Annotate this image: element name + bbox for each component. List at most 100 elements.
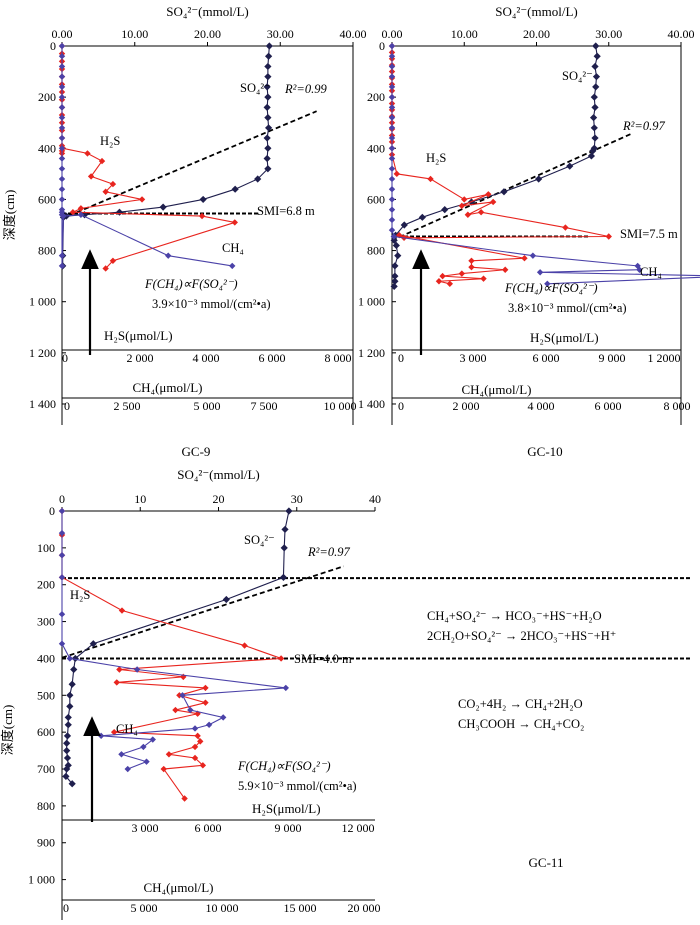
data-point [63, 754, 72, 762]
data-point [102, 188, 109, 195]
data-point [501, 266, 509, 273]
data-point [592, 73, 601, 81]
data-point [63, 765, 71, 773]
data-point [138, 196, 146, 203]
data-point [435, 278, 443, 285]
data-point [388, 185, 396, 193]
depth-tick-label: 900 [37, 836, 55, 850]
data-point [388, 175, 396, 183]
depth-tick-label: 800 [37, 799, 55, 813]
data-point [388, 42, 396, 50]
data-point [63, 739, 71, 747]
data-point [264, 73, 272, 81]
depth-axis-title: 深度(cm) [0, 705, 15, 756]
data-point [64, 761, 72, 769]
data-point [124, 765, 131, 773]
series-line [65, 510, 290, 785]
data-point [280, 544, 288, 552]
series-line [62, 45, 270, 266]
data-point [390, 233, 398, 240]
data-point [159, 203, 167, 211]
data-point [591, 62, 599, 71]
data-point [388, 134, 396, 142]
data-point [388, 93, 396, 101]
depth-tick-label: 0 [49, 504, 55, 518]
depth-tick-label: 1 000 [28, 873, 55, 887]
h2s-series-label: H₂S [426, 151, 446, 165]
data-point [58, 155, 66, 162]
data-point [587, 152, 596, 160]
data-point [441, 206, 449, 214]
data-point [536, 269, 544, 276]
so4-tick-label: 0 [59, 492, 65, 506]
data-point [60, 212, 67, 220]
depth-tick-label: 600 [367, 192, 385, 206]
so4-axis-title: SO₄²⁻(mmol/L) [177, 467, 259, 482]
so4-axis-title: SO₄²⁻(mmol/L) [166, 4, 248, 19]
so4-tick-label: 40.00 [340, 27, 367, 41]
data-point [593, 52, 601, 60]
depth-tick-label: 600 [37, 725, 55, 739]
so4-tick-label: 10 [134, 492, 146, 506]
panel-title: GC-10 [527, 444, 562, 459]
so4-tick-label: 30 [291, 492, 303, 506]
data-point [113, 679, 120, 686]
depth-tick-label: 300 [37, 615, 55, 629]
so4-series-label: SO₄²⁻ [562, 69, 593, 83]
data-point [187, 706, 194, 714]
so4-tick-label: 0.00 [382, 27, 403, 41]
data-point [69, 209, 77, 216]
so4-tick-label: 30.00 [595, 27, 622, 41]
series-line [61, 511, 282, 799]
data-point [393, 170, 401, 178]
ch4-axis-title: CH₄(μmol/L) [133, 380, 203, 395]
data-point [58, 196, 66, 203]
data-point [427, 175, 434, 183]
data-point [58, 165, 66, 172]
reaction-sulfate-aom: CH₄+SO₄²⁻ → HCO₃⁻+HS⁻+H₂O [427, 609, 602, 623]
series-so4 [62, 507, 293, 788]
data-point [143, 758, 150, 765]
data-point [388, 83, 396, 91]
data-point [181, 795, 188, 802]
ch4-tick-label: 4 000 [528, 399, 555, 413]
series-ch4 [58, 507, 289, 773]
data-point [98, 157, 106, 165]
h2s-series-label: H₂S [100, 134, 120, 148]
series-h2s [58, 42, 238, 272]
h2s-tick-label: 9 000 [275, 821, 302, 835]
data-point [63, 732, 72, 740]
series-ch4 [388, 42, 700, 288]
r2-label: R²=0.97 [307, 545, 350, 559]
depth-tick-label: 0 [50, 39, 56, 53]
data-point [264, 144, 272, 152]
regression-line [61, 110, 317, 220]
data-point [197, 738, 204, 745]
data-point [265, 124, 273, 132]
data-point [149, 736, 156, 743]
depth-tick-label: 1 000 [29, 295, 56, 309]
data-point [199, 762, 207, 769]
reaction-organic-sulfate: 2CH₂O+SO₄²⁻ → 2HCO₃⁻+HS⁻+H⁺ [427, 629, 616, 643]
data-point [480, 275, 487, 282]
ch4-tick-label: 0 [63, 901, 69, 915]
chart-gc-10: 0.00 10.00 20.00 30.00 40.00 SO₄²⁻(mmol/L) 0 20… [358, 4, 700, 459]
data-point [205, 721, 213, 728]
data-point [285, 507, 293, 515]
ch4-series-label: CH₄ [222, 241, 244, 255]
ch4-tick-label: 2 000 [453, 399, 480, 413]
data-point [263, 154, 271, 163]
flux-value: 3.9×10⁻³ mmol/(cm²•a) [152, 297, 271, 311]
data-point [58, 145, 66, 152]
data-point [58, 175, 66, 183]
data-point [165, 751, 173, 758]
data-point [590, 93, 598, 101]
data-point [87, 173, 95, 180]
data-point [388, 226, 396, 234]
data-point [589, 147, 597, 155]
data-point [58, 262, 66, 270]
data-point [191, 754, 199, 762]
depth-tick-label: 200 [367, 90, 385, 104]
data-point [194, 732, 201, 740]
data-point [589, 113, 598, 122]
